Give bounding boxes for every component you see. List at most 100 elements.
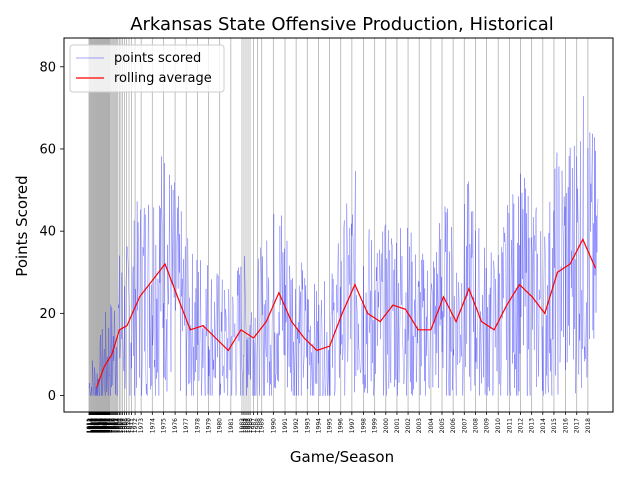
x-tick-label: 1934	[97, 418, 104, 433]
legend-label-points: points scored	[114, 51, 201, 66]
series-line-rolling-average	[96, 238, 597, 388]
x-tick-label: 2016	[563, 418, 570, 433]
x-tick-label: 2003	[416, 418, 423, 433]
x-tick-label: 1939	[99, 418, 106, 433]
x-tick-label: 1972	[132, 418, 139, 433]
x-tick-label: 1956	[107, 418, 114, 433]
x-tick-label: 1951	[104, 418, 111, 433]
x-tick-label: 1933	[96, 418, 103, 433]
x-tick-label: 1942	[101, 418, 108, 433]
x-tick-label: 1941	[100, 418, 107, 433]
x-tick-label: 2015	[551, 418, 558, 433]
x-tick-label: 1953	[105, 418, 112, 433]
x-tick-label: 1913	[87, 418, 94, 433]
y-tick-label: 20	[39, 307, 56, 322]
x-tick-label: 1993	[304, 418, 311, 433]
x-tick-label: 1947	[102, 418, 109, 433]
x-tick-label: 2002	[405, 418, 412, 433]
legend-label-rolling: rolling average	[114, 71, 212, 86]
x-tick-label: 1968	[121, 418, 128, 433]
legend: points scored rolling average	[69, 44, 225, 93]
x-tick-label: 1986	[247, 418, 254, 433]
x-tick-label: 1977	[183, 418, 190, 433]
x-tick-label: 1976	[172, 418, 179, 433]
x-tick-label: 1950	[104, 418, 111, 433]
x-tick-label: 1960	[111, 418, 118, 433]
x-tick-label: 1964	[115, 418, 122, 433]
y-tick-label: 40	[39, 225, 56, 240]
x-tick-label: 1921	[90, 418, 97, 433]
x-tick-label: 1949	[103, 418, 110, 433]
x-tick-label: 2013	[529, 418, 536, 433]
x-tick-label: 1924	[92, 418, 99, 433]
x-tick-label: 1979	[206, 418, 213, 433]
x-tick-label: 1984	[243, 418, 250, 433]
x-tick-label: 1971	[129, 418, 136, 433]
x-tick-label: 1940	[100, 418, 107, 433]
x-tick-label: 1922	[91, 418, 98, 433]
x-tick-label: 2004	[428, 418, 435, 433]
x-tick-label: 2010	[495, 418, 502, 433]
x-tick-label: 1985	[245, 418, 252, 433]
x-tick-label: 2001	[394, 418, 401, 433]
x-tick-label: 1982	[239, 418, 246, 433]
x-tick-label: 1959	[110, 418, 117, 433]
x-tick-label: 1946	[102, 418, 109, 433]
x-tick-label: 1929	[94, 418, 101, 433]
y-tick-label: 60	[39, 142, 56, 157]
x-tick-label: 1935	[97, 418, 104, 433]
x-tick-label: 1938	[99, 418, 106, 433]
x-tick-label: 1969	[123, 418, 130, 433]
x-axis-label: Game/Season	[290, 448, 394, 466]
x-tick-label: 1930	[95, 418, 102, 433]
x-tick-label: 1963	[114, 418, 121, 433]
x-tick-label: 1965	[116, 418, 123, 433]
x-tick-label: 1912	[87, 418, 94, 433]
x-tick-label: 1962	[113, 418, 120, 433]
x-tick-label: 1914	[88, 418, 95, 433]
x-tick-label: 1911	[86, 418, 93, 433]
x-tick-label: 1958	[109, 418, 116, 433]
x-tick-label: 1988	[255, 418, 262, 433]
x-tick-label: 1980	[217, 418, 224, 433]
x-tick-label: 1923	[91, 418, 98, 433]
x-tick-label: 1991	[282, 418, 289, 433]
y-axis-label: Points Scored	[13, 175, 31, 276]
x-tick-label: 1966	[118, 418, 125, 433]
series-layer	[88, 96, 599, 396]
season-grid	[88, 38, 589, 412]
x-tick-label: 1967	[119, 418, 126, 433]
x-tick-label: 1916	[89, 418, 96, 433]
x-tick-label: 1981	[228, 418, 235, 433]
x-tick-label: 1915	[88, 418, 95, 433]
x-tick-label: 1992	[293, 418, 300, 433]
x-tick-label: 1961	[112, 418, 119, 433]
y-axis: 0 20 40 60 80	[39, 60, 64, 404]
x-tick-label: 1970	[126, 418, 133, 433]
x-tick-label: 1926	[93, 418, 100, 433]
x-tick-label: 1978	[194, 418, 201, 433]
x-tick-label: 1928	[94, 418, 101, 433]
x-tick-label: 1973	[138, 418, 145, 433]
x-tick-label: 2018	[585, 418, 592, 433]
x-tick-label: 1945	[101, 418, 108, 433]
x-tick-label: 2009	[484, 418, 491, 433]
x-tick-label: 1927	[93, 418, 100, 433]
x-tick-label: 2000	[383, 418, 390, 433]
x-tick-label: 2008	[472, 418, 479, 433]
x-tick-label: 1932	[96, 418, 103, 433]
x-tick-label: 2007	[461, 418, 468, 433]
x-tick-label: 2014	[540, 418, 547, 433]
x-axis: 1911191219131914191519161919192019211922…	[86, 412, 592, 433]
x-tick-label: 1948	[103, 418, 110, 433]
y-tick-label: 0	[48, 389, 56, 404]
x-tick-label: 1974	[149, 418, 156, 433]
plot-frame	[63, 37, 614, 413]
x-tick-label: 1925	[92, 418, 99, 433]
x-tick-label: 2005	[439, 418, 446, 433]
chart-title: Arkansas State Offensive Production, His…	[130, 14, 554, 35]
x-tick-label: 1936	[98, 418, 105, 433]
x-tick-label: 2006	[450, 418, 457, 433]
